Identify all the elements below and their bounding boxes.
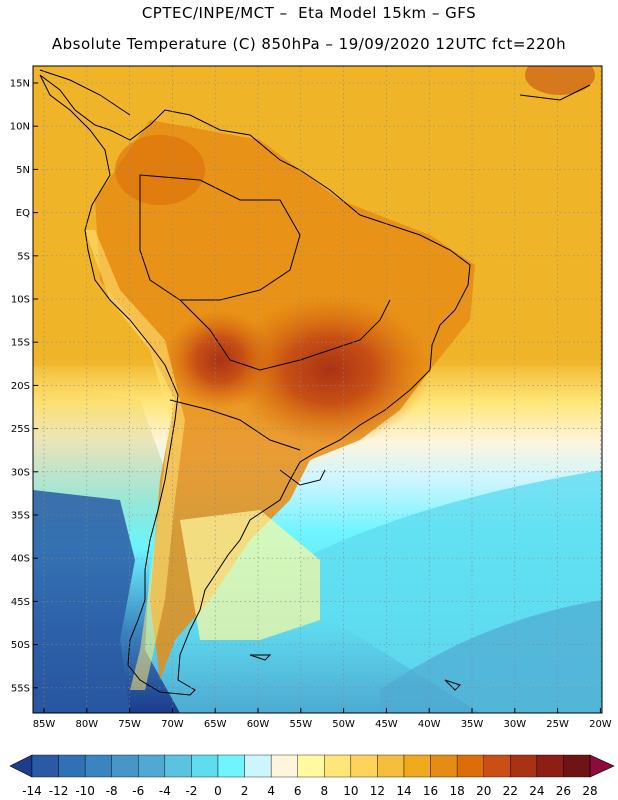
lon-tick-label: 80W bbox=[75, 719, 98, 730]
colorbar-label: 8 bbox=[320, 784, 328, 798]
colorbar-label: 26 bbox=[556, 784, 571, 798]
colorbar-label: 2 bbox=[241, 784, 249, 798]
hot-core-chaco bbox=[165, 310, 275, 410]
colorbar-min-arrow bbox=[9, 754, 33, 778]
falklands bbox=[249, 654, 272, 661]
lat-tick-label: 15N bbox=[10, 79, 30, 90]
border-north bbox=[139, 174, 301, 301]
andes-cool bbox=[85, 230, 185, 690]
colorbar-swatch bbox=[297, 754, 325, 778]
border-central bbox=[179, 299, 391, 371]
colorbar-swatch bbox=[191, 754, 219, 778]
colorbar-label: 28 bbox=[582, 784, 597, 798]
lon-tick-label: 50W bbox=[332, 719, 355, 730]
colorbar-label: 24 bbox=[529, 784, 544, 798]
colorbar-swatch bbox=[377, 754, 405, 778]
atlantic-coldest bbox=[380, 600, 602, 713]
colorbar-swatch bbox=[536, 754, 564, 778]
lon-tick-label: 85W bbox=[33, 719, 56, 730]
border-uruguay bbox=[279, 469, 326, 486]
lon-tick-label: 20W bbox=[589, 719, 612, 730]
lat-tick-label: EQ bbox=[16, 208, 30, 219]
colorbar-label: -8 bbox=[106, 784, 118, 798]
central-america-coast bbox=[39, 69, 131, 116]
colorbar-label: 20 bbox=[476, 784, 491, 798]
lat-tick-label: 5N bbox=[16, 165, 30, 176]
lat-tick-label: 15S bbox=[11, 338, 30, 349]
colorbar-label: 6 bbox=[294, 784, 302, 798]
colorbar-swatch bbox=[403, 754, 431, 778]
colorbar-label: 22 bbox=[503, 784, 518, 798]
map-title: CPTEC/INPE/MCT – Eta Model 15km – GFS bbox=[141, 4, 477, 22]
colorbar-label: 12 bbox=[370, 784, 385, 798]
lat-tick-label: 30S bbox=[11, 467, 30, 478]
colorbar-swatch bbox=[164, 754, 192, 778]
lat-tick-label: 5S bbox=[17, 251, 30, 262]
colorbar-swatch bbox=[244, 754, 272, 778]
colorbar-swatch bbox=[483, 754, 511, 778]
colorbar-swatch bbox=[84, 754, 112, 778]
warm-atlantic-north bbox=[525, 66, 595, 95]
lon-tick-label: 30W bbox=[503, 719, 526, 730]
colorbar-label: 4 bbox=[267, 784, 275, 798]
south-america-coast bbox=[39, 74, 471, 696]
lon-tick-label: 75W bbox=[118, 719, 141, 730]
colorbar-swatch bbox=[430, 754, 458, 778]
lat-tick-label: 35S bbox=[11, 511, 30, 522]
lon-tick-label: 40W bbox=[418, 719, 441, 730]
colorbar-label: -14 bbox=[22, 784, 42, 798]
lat-tick-label: 25S bbox=[11, 424, 30, 435]
hot-core-brazil bbox=[230, 295, 430, 445]
lat-tick-label: 45S bbox=[11, 597, 30, 608]
colorbar-swatch bbox=[111, 754, 139, 778]
lat-axis: 15N 10N 5N EQ 5S 10S 15S 20S 25S 30S 35S 40S 45S 50S 5… bbox=[10, 79, 38, 694]
colorbar-swatch bbox=[138, 754, 166, 778]
colorbar-swatch bbox=[563, 754, 591, 778]
lat-tick-label: 20S bbox=[11, 381, 30, 392]
lat-tick-label: 50S bbox=[11, 640, 30, 651]
colorbar-swatch bbox=[350, 754, 378, 778]
caribbean-coast bbox=[519, 84, 591, 101]
colorbar-swatch bbox=[31, 754, 59, 778]
lon-tick-label: 60W bbox=[247, 719, 270, 730]
colorbar-swatch bbox=[510, 754, 538, 778]
colorbar-label: -6 bbox=[132, 784, 144, 798]
lon-tick-label: 55W bbox=[289, 719, 312, 730]
lon-axis: 85W 80W 75W 70W 65W 60W 55W 50W 45W 40W 35W 30W 25W 2… bbox=[33, 708, 612, 730]
plot-frame bbox=[32, 65, 603, 714]
warm-colombia bbox=[115, 135, 205, 205]
colorbar-label: 16 bbox=[423, 784, 438, 798]
lon-tick-label: 45W bbox=[375, 719, 398, 730]
lon-tick-label: 70W bbox=[161, 719, 184, 730]
colorbar-swatch bbox=[456, 754, 484, 778]
lat-tick-label: 40S bbox=[11, 554, 30, 565]
colorbar-swatch bbox=[324, 754, 352, 778]
lat-tick-label: 10N bbox=[10, 122, 30, 133]
colorbar-label: 10 bbox=[343, 784, 358, 798]
colorbar-label: -2 bbox=[185, 784, 197, 798]
lat-tick-label: 55S bbox=[11, 683, 30, 694]
patagonia-cool bbox=[180, 510, 320, 640]
colorbar: -14 -12 -10 -8 -6 -4 -2 0 2 4 6 8 10 12 14 16 18 20 22 24 26… bbox=[9, 754, 615, 798]
colorbar-label: 18 bbox=[450, 784, 465, 798]
colorbar-max-arrow bbox=[589, 754, 615, 778]
colorbar-label: 14 bbox=[396, 784, 411, 798]
gridlines bbox=[33, 66, 602, 713]
colorbar-swatch bbox=[58, 754, 86, 778]
lon-tick-label: 25W bbox=[546, 719, 569, 730]
colorbar-label: 0 bbox=[214, 784, 222, 798]
map-subtitle: Absolute Temperature (C) 850hPa – 19/09/… bbox=[51, 35, 567, 53]
colorbar-label: -10 bbox=[75, 784, 95, 798]
lat-tick-label: 10S bbox=[11, 295, 30, 306]
colorbar-swatch bbox=[217, 754, 245, 778]
lon-tick-label: 35W bbox=[461, 719, 484, 730]
colorbar-swatch bbox=[270, 754, 298, 778]
lon-tick-label: 65W bbox=[204, 719, 227, 730]
colorbar-label: -12 bbox=[49, 784, 69, 798]
border-south bbox=[169, 399, 301, 451]
field-layer bbox=[33, 66, 602, 713]
colorbar-label: -4 bbox=[159, 784, 171, 798]
